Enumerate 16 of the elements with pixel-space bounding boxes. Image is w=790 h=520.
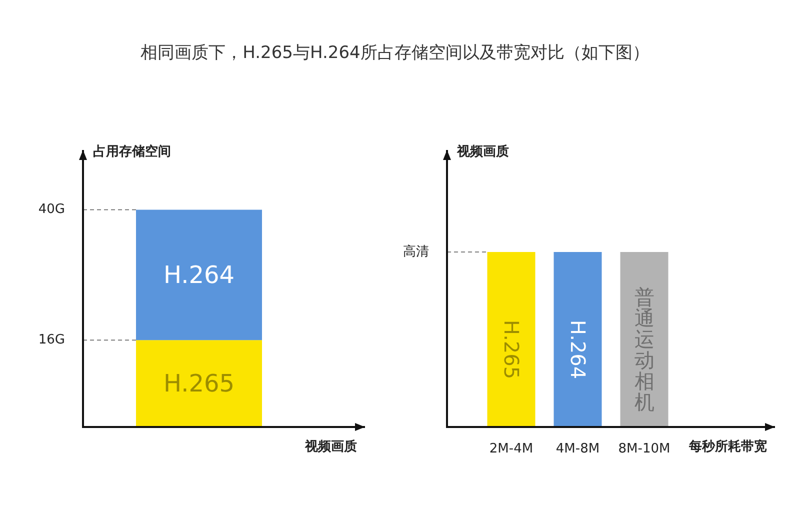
ref-line-label: 高清 (403, 244, 429, 260)
x-axis-title: 每秒所耗带宽 (688, 438, 767, 454)
y-tick-label: 40G (38, 202, 65, 218)
x-tick-label: 8M-10M (618, 442, 670, 456)
series-label: H.264 (163, 260, 235, 289)
y-axis-title: 视频画质 (456, 144, 509, 160)
chart-title: 相同画质下，H.265与H.264所占存储空间以及带宽对比（如下图） (140, 43, 650, 63)
series-label: H.265 (163, 370, 235, 398)
x-tick-label: 2M-4M (489, 442, 534, 456)
series-label: H.265 (499, 320, 524, 380)
x-tick-label: 4M-8M (556, 442, 600, 456)
y-axis-title: 占用存储空间 (93, 144, 171, 160)
series-label: 普通运动相机 (634, 285, 654, 414)
series-label: H.264 (566, 320, 590, 380)
y-tick-label: 16G (38, 332, 65, 348)
x-axis-title: 视频画质 (304, 438, 357, 454)
